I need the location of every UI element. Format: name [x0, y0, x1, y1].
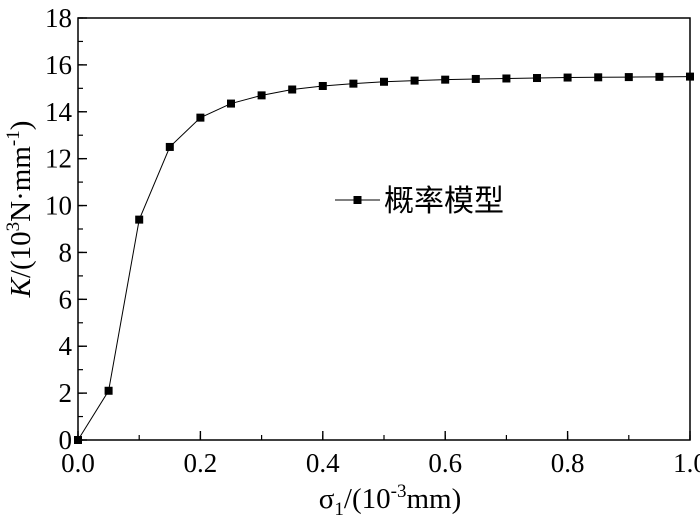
data-point	[533, 74, 541, 83]
y-axis-unit-open: /(10	[5, 231, 37, 278]
data-point	[349, 79, 358, 88]
y-axis-symbol: K	[5, 276, 37, 298]
x-axis-title: σ1/(10-3mm)	[319, 481, 461, 520]
x-axis-unit-close: mm)	[406, 483, 461, 515]
x-tick-label: 0.8	[551, 448, 585, 478]
y-tick-label: 8	[59, 237, 73, 267]
x-axis-subscript: 1	[334, 499, 344, 520]
y-tick-label: 14	[45, 97, 73, 127]
y-tick-label: 4	[59, 331, 73, 361]
y-axis-unit-exp1: 3	[3, 222, 24, 232]
x-axis-symbol: σ	[319, 483, 335, 515]
x-tick-label: 0.6	[428, 448, 462, 478]
y-axis-unit-mid: N·mm	[5, 146, 37, 222]
x-axis-unit-open: /(10	[344, 483, 391, 515]
data-point	[594, 73, 603, 82]
data-point	[471, 74, 480, 83]
y-axis-unit-close: )	[5, 121, 37, 131]
data-point	[74, 436, 82, 444]
data-point	[227, 99, 235, 108]
y-tick-label: 2	[59, 378, 73, 408]
data-point	[257, 91, 266, 100]
y-tick-label: 0	[59, 425, 73, 455]
y-tick-labels: 0 2 4 6 8 10 12 14 16 18	[45, 3, 73, 455]
y-tick-label: 18	[45, 3, 72, 33]
data-point	[380, 77, 388, 86]
x-axis-unit-exp: -3	[391, 481, 407, 502]
data-point	[441, 75, 450, 84]
data-point	[410, 76, 419, 85]
data-point	[104, 386, 113, 395]
data-point	[196, 113, 205, 122]
data-point	[135, 215, 144, 224]
data-point	[288, 85, 297, 94]
data-point	[624, 73, 633, 82]
data-point	[655, 72, 664, 81]
legend-marker	[353, 196, 362, 204]
data-point	[686, 72, 694, 81]
x-tick-label: 0.4	[306, 448, 340, 478]
x-tick-label: 0.2	[184, 448, 218, 478]
y-tick-label: 6	[59, 284, 73, 314]
y-tick-label: 10	[45, 191, 72, 221]
legend-label: 概率模型	[384, 184, 504, 219]
x-tick-labels: 0.0 0.2 0.4 0.6 0.8 1.0	[61, 448, 700, 478]
y-tick-label: 16	[45, 50, 72, 80]
data-point	[318, 81, 327, 90]
plot-frame	[77, 17, 691, 441]
x-tick-label: 0.0	[61, 448, 95, 478]
series-line	[77, 76, 691, 441]
data-point	[165, 142, 174, 151]
y-axis-title: K/(103N·mm-1)	[3, 121, 37, 299]
data-point	[502, 74, 511, 83]
data-point	[563, 73, 572, 82]
y-tick-label: 12	[45, 144, 72, 174]
legend: 概率模型	[335, 184, 504, 219]
series-layer	[74, 72, 694, 444]
y-axis-unit-exp2: -1	[3, 130, 24, 146]
x-tick-label: 1.0	[673, 448, 700, 478]
